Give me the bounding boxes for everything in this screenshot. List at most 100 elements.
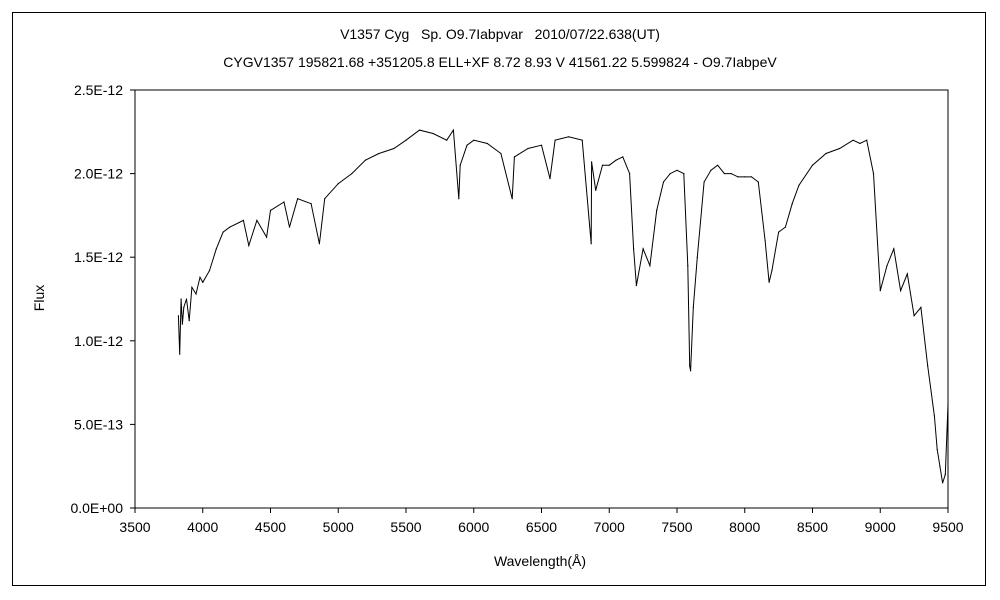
data-point [513,156,516,158]
data-point [717,164,719,166]
chart-title: V1357 Cyg Sp. O9.7Iabpvar 2010/07/22.638… [340,26,660,42]
data-point [473,139,475,141]
data-point [466,144,468,146]
data-point [191,286,193,288]
data-point [202,281,204,283]
data-point [185,298,188,300]
data-point [527,147,529,150]
data-point [939,465,941,467]
data-point [690,370,692,372]
data-point [418,129,421,131]
data-point [568,136,570,138]
data-point [297,198,299,200]
data-point [229,226,231,228]
data-point [778,231,780,233]
y-tick-label: 0.0E+00 [70,500,123,516]
data-point [936,448,938,451]
data-point [310,203,312,205]
data-point [199,276,201,278]
data-point [208,270,211,272]
chart-subtitle: CYGV1357 195821.68 +351205.8 ELL+XF 8.72… [223,54,777,70]
data-point [608,164,610,166]
x-tick-label: 7500 [661,519,692,535]
data-point [188,320,190,322]
data-point [405,139,407,141]
data-point [771,270,773,272]
x-tick-label: 7000 [594,519,625,535]
data-point [662,181,665,183]
data-point [744,176,746,178]
data-point [269,209,272,211]
data-point [692,306,694,308]
data-point [581,139,583,141]
data-point [906,273,908,275]
data-point [703,181,705,183]
data-point [859,142,861,145]
data-point [839,147,841,150]
y-tick-label: 2.5E-12 [74,82,123,98]
data-point [629,173,631,175]
data-point [459,164,461,166]
x-tick-label: 5500 [390,519,421,535]
x-tick-label: 9500 [932,519,963,535]
x-tick-label: 6500 [526,519,557,535]
data-point [872,173,875,175]
data-point [615,159,617,161]
data-point [913,315,915,317]
data-point [181,323,183,325]
data-point [811,164,814,166]
data-point [458,198,460,200]
data-point [649,265,651,267]
data-point [768,281,770,283]
y-axis-label: Flux [31,285,47,311]
data-point [737,176,739,178]
data-point [757,181,759,183]
data-point [852,139,854,141]
data-point [351,173,353,175]
y-tick-label: 1.0E-12 [74,333,123,349]
data-point [893,248,895,250]
data-point [378,152,380,155]
data-point [622,156,624,158]
data-point [920,306,922,308]
data-point [798,184,800,186]
data-point [687,265,689,267]
data-point [590,243,592,245]
x-tick-label: 3500 [119,519,150,535]
x-axis-label: Wavelength(Å) [494,553,586,569]
x-tick-label: 6000 [458,519,489,535]
data-point [676,169,678,171]
data-point [635,285,638,287]
data-point [432,132,434,135]
data-point [633,248,635,250]
x-tick-label: 5000 [323,519,354,535]
y-tick-label: 1.5E-12 [74,249,123,265]
chart-frame [12,12,986,586]
data-point [825,152,827,155]
data-point [324,198,326,200]
data-point [364,159,366,161]
data-point [183,306,185,308]
data-point [944,474,946,476]
x-tick-label: 4000 [187,519,218,535]
data-point [177,315,179,317]
x-tick-label: 8500 [797,519,828,535]
data-point [222,231,224,233]
data-point [180,298,182,300]
data-point [601,164,604,166]
data-point [642,248,644,250]
y-tick-label: 5.0E-13 [74,416,123,432]
data-point [500,152,502,155]
y-tick-label: 2.0E-12 [74,166,123,182]
data-point [669,173,671,175]
data-point [595,189,597,191]
data-point [179,353,181,355]
data-point [215,248,217,250]
data-point [710,169,712,171]
data-point [689,365,691,367]
data-point [511,198,513,200]
x-tick-label: 9000 [865,519,896,535]
x-tick-label: 8000 [729,519,760,535]
data-point [784,226,787,228]
